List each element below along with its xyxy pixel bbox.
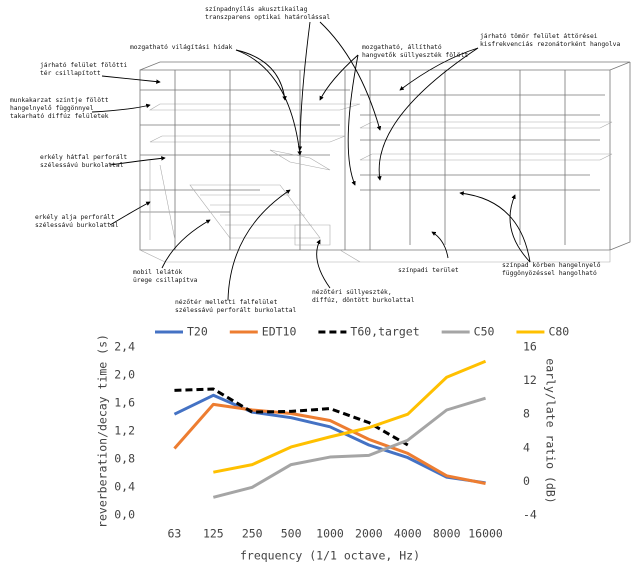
x-tick-label: 16000	[468, 527, 503, 541]
building-wireframe	[140, 62, 630, 262]
annotation-text: mozgatható, állítható	[362, 43, 442, 51]
x-tick-label: 500	[281, 527, 302, 541]
y-tick-label: 0,4	[114, 480, 135, 494]
annotation-text: hangelnyelő függönnyel	[10, 103, 94, 112]
annotation-text: erkély alja perforált	[35, 213, 115, 221]
annotations: színpadnyílás akusztikailagtranszparens …	[10, 5, 620, 314]
y-tick-label: 0,0	[114, 508, 135, 522]
annotation-text: erkély hátfal perforált	[40, 153, 127, 161]
annotation-text: színpadnyílás akusztikailag	[205, 5, 308, 13]
y2-axis-title: early/late ratio (dB)	[544, 358, 558, 503]
x-tick-label: 4000	[394, 527, 422, 541]
x-tick-label: 250	[242, 527, 263, 541]
annotation-text: járható felület fölötti	[40, 61, 127, 69]
annotation-text: mobil lelátók	[133, 268, 182, 276]
annotation-text: színpadi terület	[398, 266, 459, 274]
y-tick-label: 1,2	[114, 424, 135, 438]
x-tick-label: 1000	[316, 527, 344, 541]
annotation-text: nézőtéri süllyeszték,	[312, 287, 392, 296]
annotation-text: takarható diffúz felületek	[10, 112, 109, 120]
y2-tick-label: 16	[523, 340, 537, 354]
legend-label: EDT10	[262, 325, 297, 339]
y2-tick-label: 12	[523, 373, 537, 387]
chart: 0,0 0,4 0,8 1,2 1,6 2,0 2,4 -4 0 4 8 12 16 63 125 250 50…	[96, 325, 570, 563]
x-axis-title: frequency (1/1 octave, Hz)	[240, 549, 420, 563]
annotation-text: szélessávú burkolattal	[35, 221, 119, 229]
annotation-text: kisfrekvenciás rezonátorként hangolva	[480, 40, 620, 48]
x-tick-label: 63	[168, 527, 182, 541]
y2-tick-label: -4	[523, 508, 537, 522]
y2-tick-label: 8	[523, 407, 530, 421]
y2-tick-label: 4	[523, 440, 530, 454]
annotation-text: színpad körben hangelnyelő	[502, 260, 601, 269]
annotation-text: hangvetők süllyeszték fölött	[362, 50, 468, 59]
x-tick-label: 125	[203, 527, 224, 541]
annotation-text: diffúz, döntött burkolattal	[312, 296, 415, 304]
annotation-text: munkakarzat szintje fölött	[10, 97, 109, 104]
y-axis-title: reverberation/decay time (s)	[96, 334, 110, 528]
y2-tick-label: 0	[523, 474, 530, 488]
y-tick-label: 2,4	[114, 340, 135, 354]
legend-label: C80	[548, 325, 569, 339]
annotation-text: mozgatható világítási hidak	[130, 43, 233, 51]
x-tick-label: 2000	[355, 527, 383, 541]
annotation-text: függönyözéssel hangolható	[502, 269, 597, 277]
annotation-text: ürege csillapítva	[133, 276, 198, 284]
y-tick-label: 0,8	[114, 452, 135, 466]
annotation-text: tér csillapított	[40, 69, 101, 77]
annotation-text: járható tömör felület áttörései	[480, 32, 598, 40]
legend-label: C50	[474, 325, 495, 339]
annotation-text: nézőtér melletti falfelület	[175, 297, 278, 306]
figure: színpadnyílás akusztikailagtranszparens …	[0, 0, 638, 568]
annotation-text: szélessávú burkolattal	[40, 161, 124, 169]
annotation-text: szélessávú perforált burkolattal	[175, 306, 297, 314]
y-tick-label: 1,6	[114, 396, 135, 410]
legend-label: T20	[187, 325, 208, 339]
legend-label: T60,target	[350, 325, 419, 339]
annotation-text: transzparens optikai határolással	[205, 13, 330, 21]
y-tick-label: 2,0	[114, 368, 135, 382]
x-tick-label: 8000	[433, 527, 461, 541]
